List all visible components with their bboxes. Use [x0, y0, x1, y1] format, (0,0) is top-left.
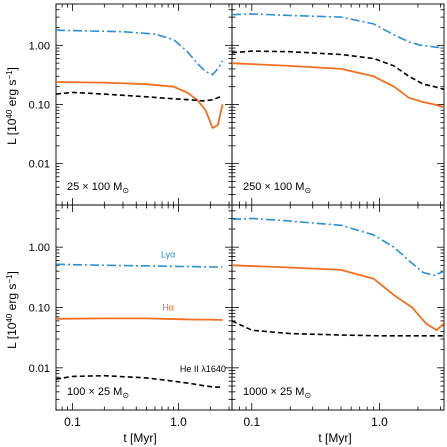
panel-label: 100 × 25 M⊙: [67, 386, 129, 400]
x-tick-label: 0.1: [64, 415, 81, 429]
panel-frame: [55, 3, 233, 206]
panel-frame: [55, 204, 233, 411]
y-axis-label-part: erg s: [5, 80, 19, 110]
y-axis-label-part: L [10: [5, 118, 19, 145]
series-label-lya: Lyα: [161, 249, 175, 259]
series-line-halpha: [56, 317, 223, 321]
series-line-lya: [232, 217, 444, 277]
series-line-halpha: [232, 264, 444, 332]
panel-1: 1.00 0.10 0.01 25 × 100 M⊙: [29, 3, 233, 206]
panel-2: 250 × 100 M⊙: [231, 3, 445, 206]
panel-label: 250 × 100 M⊙: [243, 181, 311, 195]
y-tick-label: 1.00: [29, 40, 50, 52]
y-axis-label-part: 40: [5, 109, 14, 118]
series-line-halpha: [232, 62, 444, 109]
y-axis-label-top: L [1040 erg s−1]: [5, 67, 19, 145]
y-tick-label: 0.01: [29, 363, 50, 375]
series-line-lya: [232, 13, 444, 49]
series-line-lya: [56, 263, 223, 268]
series-line-heii: [56, 91, 223, 102]
panel-3: 1.00 0.10 0.01 0.1 1.0 Lyα Hα He II λ1640 100 × …: [29, 204, 233, 429]
series-label-heii: He II λ1640: [180, 364, 226, 374]
x-axis-label-right: t [Myr]: [318, 431, 351, 445]
panel-label: 25 × 100 M⊙: [67, 181, 129, 195]
y-tick-label: 1.00: [29, 242, 50, 254]
series-line-heii: [56, 374, 223, 388]
y-tick-label: 0.10: [29, 100, 50, 112]
series-label-halpha: Hα: [162, 302, 174, 312]
panels: 1.00 0.10 0.01 25 × 100 M⊙ 250 × 100 M⊙ 1.00 0…: [29, 3, 445, 429]
y-axis-label-part: ]: [5, 67, 19, 70]
panel-4: 0.1 1.0 1000 × 25 M⊙: [231, 204, 445, 429]
y-axis-label-part: −1: [5, 70, 14, 80]
y-tick-label: 0.01: [29, 159, 50, 171]
x-axis-label-left: t [Myr]: [123, 431, 156, 445]
x-tick-label: 1.0: [371, 415, 388, 429]
series-line-heii: [232, 320, 444, 337]
panel-frame: [231, 3, 445, 206]
y-axis-label-part: 40: [5, 313, 14, 322]
series-line-heii: [232, 50, 444, 91]
y-axis-label-part: L [10: [5, 322, 19, 349]
y-axis-label-bottom: L [1040 erg s−1]: [5, 271, 19, 349]
series-line-halpha: [56, 81, 224, 129]
x-tick-label: 1.0: [170, 415, 187, 429]
series-line-lya: [56, 29, 224, 76]
y-axis-label-part: erg s: [5, 284, 19, 314]
panel-label: 1000 × 25 M⊙: [243, 386, 311, 400]
x-tick-label: 0.1: [243, 415, 260, 429]
y-tick-label: 0.10: [29, 303, 50, 315]
y-axis-label-part: ]: [5, 271, 19, 274]
y-axis-label-part: −1: [5, 274, 14, 284]
